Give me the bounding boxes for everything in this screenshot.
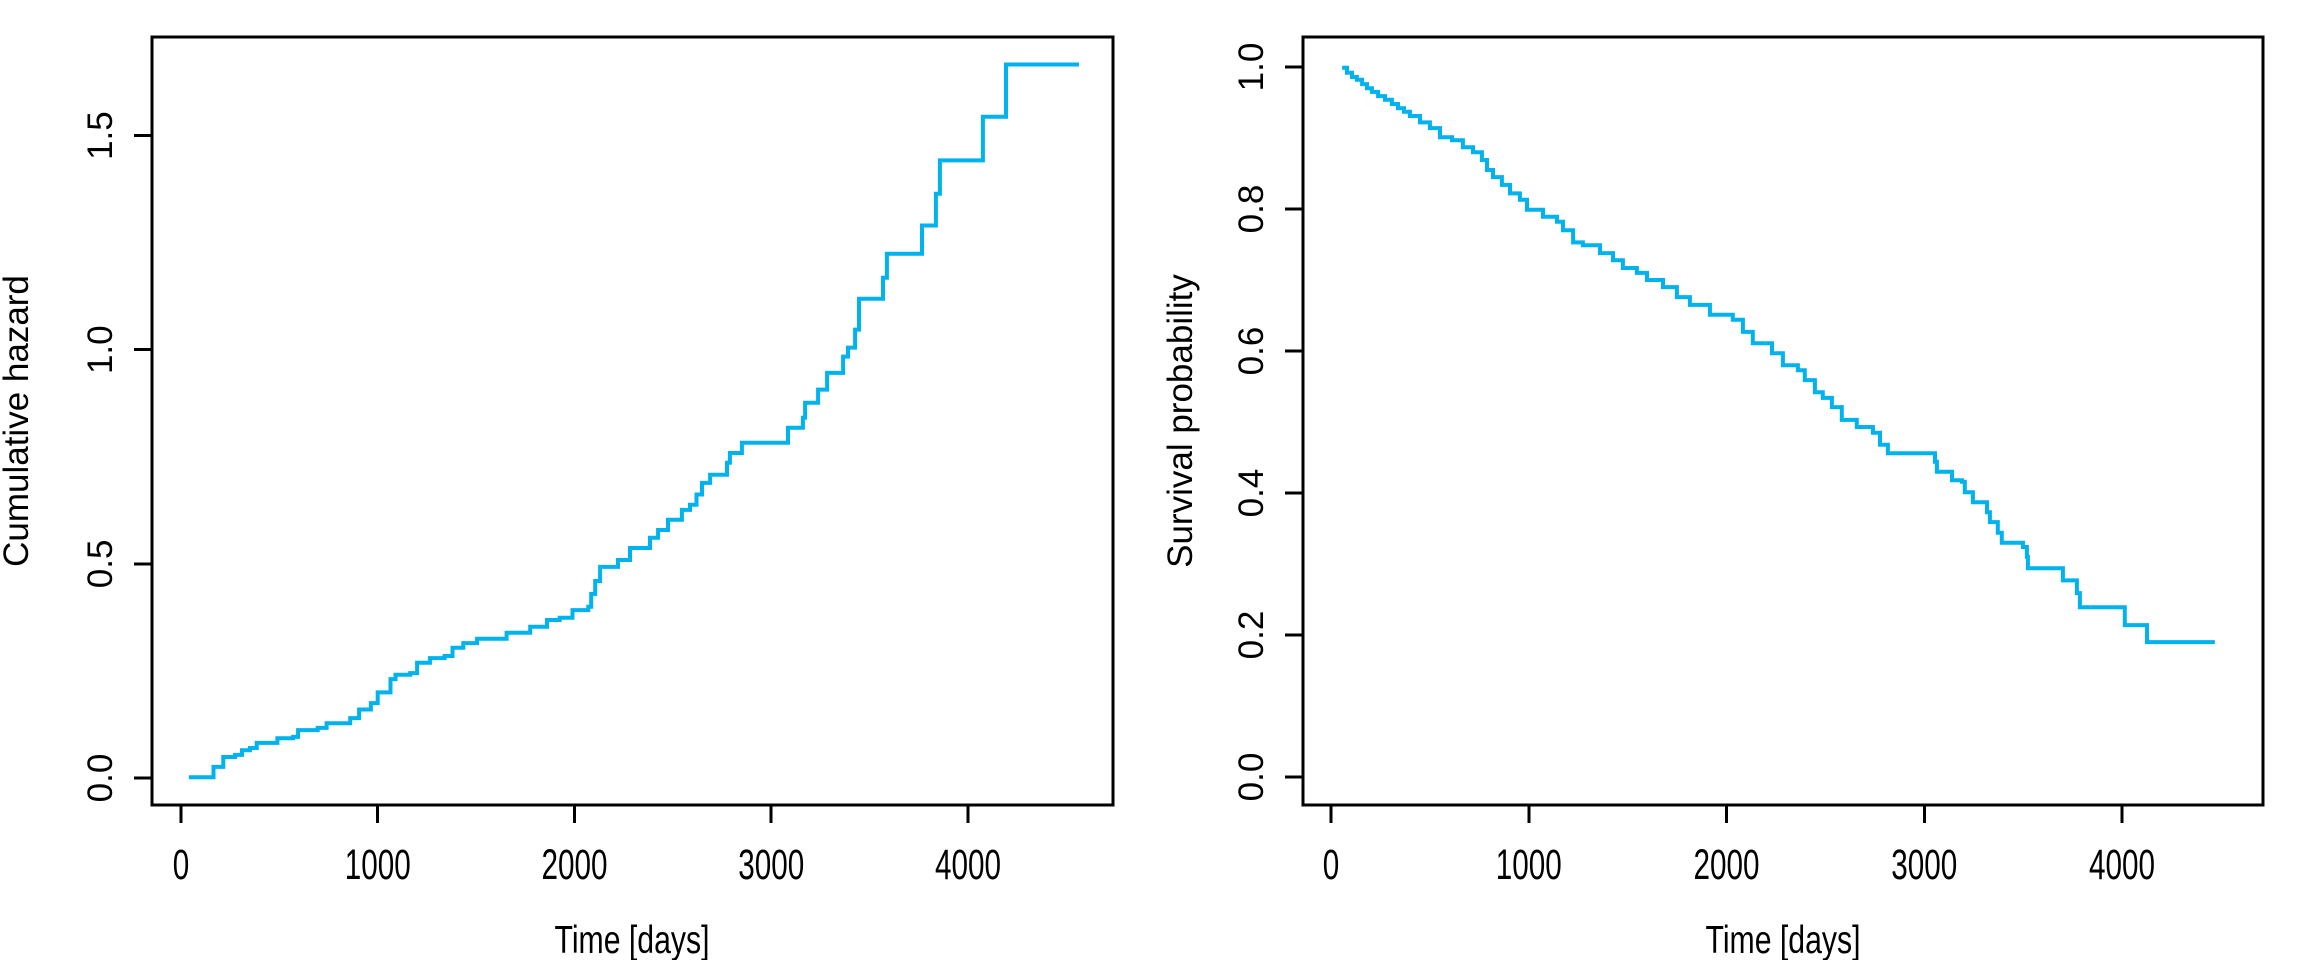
y-tick-label: 0.0	[1232, 753, 1271, 802]
plot-border	[1301, 35, 2265, 807]
survival-panel: 0 1000 2000 3000 4000 0.0 0.2 0.4 0.6 0.8 1.0 Time…	[1161, 35, 2265, 960]
x-tick-label: 2000	[541, 841, 607, 889]
y-tick-label: 0.2	[1232, 611, 1271, 660]
y-tick-label: 1.0	[81, 325, 120, 374]
y-tick-label: 1.5	[81, 111, 120, 160]
x-axis-title: Time [days]	[1706, 919, 1861, 960]
y-tick-label: 0.6	[1232, 327, 1271, 376]
y-axis-title: Survival probability	[1161, 274, 1200, 568]
hazard-axes: 0 1000 2000 3000 4000 0.0 0.5 1.0 1.5	[81, 35, 1115, 889]
x-tick-label: 4000	[2089, 841, 2155, 889]
x-tick-label: 2000	[1694, 841, 1760, 889]
x-tick-label: 0	[173, 841, 190, 889]
y-axis-title: Cumulative hazard	[0, 275, 36, 567]
x-tick-label: 1000	[345, 841, 411, 889]
plot-border	[150, 35, 1115, 807]
cumulative-hazard-curve	[188, 62, 1079, 780]
x-tick-label: 3000	[738, 841, 804, 889]
y-tick-label: 0.8	[1232, 185, 1271, 234]
x-tick-label: 4000	[935, 841, 1001, 889]
x-axis-title: Time [days]	[555, 919, 710, 960]
hazard-panel: 0 1000 2000 3000 4000 0.0 0.5 1.0 1.5 Time [days…	[0, 35, 1115, 960]
x-tick-label: 1000	[1496, 841, 1562, 889]
y-tick-label: 0.0	[81, 754, 120, 803]
x-tick-label: 3000	[1891, 841, 1957, 889]
y-tick-label: 1.0	[1232, 43, 1271, 92]
x-tick-label: 0	[1323, 841, 1340, 889]
y-tick-label: 0.5	[81, 540, 120, 589]
y-tick-label: 0.4	[1232, 469, 1271, 518]
survival-curve	[1342, 65, 2215, 645]
survival-axes: 0 1000 2000 3000 4000 0.0 0.2 0.4 0.6 0.8 1.0	[1232, 35, 2265, 889]
